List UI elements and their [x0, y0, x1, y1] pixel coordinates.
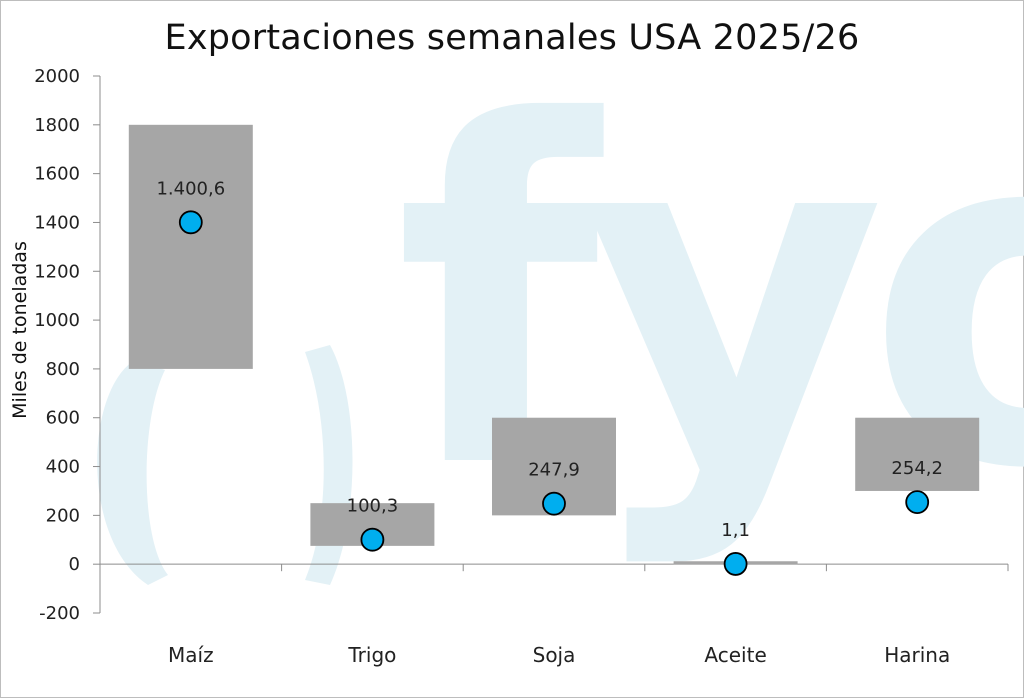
y-tick-label: -200 [39, 603, 80, 624]
x-tick-label: Trigo [347, 643, 396, 667]
watermark-right-arc [305, 345, 353, 585]
range-bar [128, 124, 253, 369]
range-bars [128, 124, 980, 565]
watermark-left-arc [97, 360, 168, 585]
data-label: 247,9 [528, 460, 580, 481]
data-point [905, 490, 930, 515]
data-label: 254,2 [891, 458, 943, 479]
data-label: 1.400,6 [156, 178, 225, 199]
range-bar [855, 417, 980, 491]
y-tick-label: 1200 [34, 261, 80, 282]
y-tick-label: 1800 [34, 115, 80, 136]
data-label: 100,3 [347, 496, 399, 517]
data-point [542, 491, 566, 516]
markers [178, 210, 930, 576]
y-tick-label: 800 [46, 359, 80, 380]
y-axis-label: Miles de toneladas [9, 241, 31, 419]
data-labels: 1.400,6 100,3 247,9 1,1 254,2 [156, 178, 943, 541]
axes: -200 0 200 400 600 800 1000 1200 1400 1600 1800 200… [34, 66, 1009, 667]
x-tick-label: Aceite [704, 643, 766, 667]
y-tick-label: 1400 [34, 212, 80, 233]
y-tick-label: 1600 [34, 164, 80, 185]
y-tick-label: 0 [69, 554, 80, 575]
y-tick-label: 200 [46, 505, 80, 526]
x-tick-label: Harina [884, 643, 950, 667]
y-tick-label: 2000 [34, 66, 80, 87]
data-label: 1,1 [721, 520, 750, 541]
x-tick-label: Maíz [168, 643, 214, 667]
chart-title: Exportaciones semanales USA 2025/26 [164, 18, 860, 58]
data-point [360, 527, 385, 552]
y-tick-label: 1000 [34, 310, 80, 331]
y-tick-label: 400 [46, 457, 80, 478]
data-point [723, 552, 748, 576]
data-point [178, 210, 203, 235]
y-tick-label: 600 [46, 408, 80, 429]
x-tick-label: Soja [533, 643, 576, 667]
